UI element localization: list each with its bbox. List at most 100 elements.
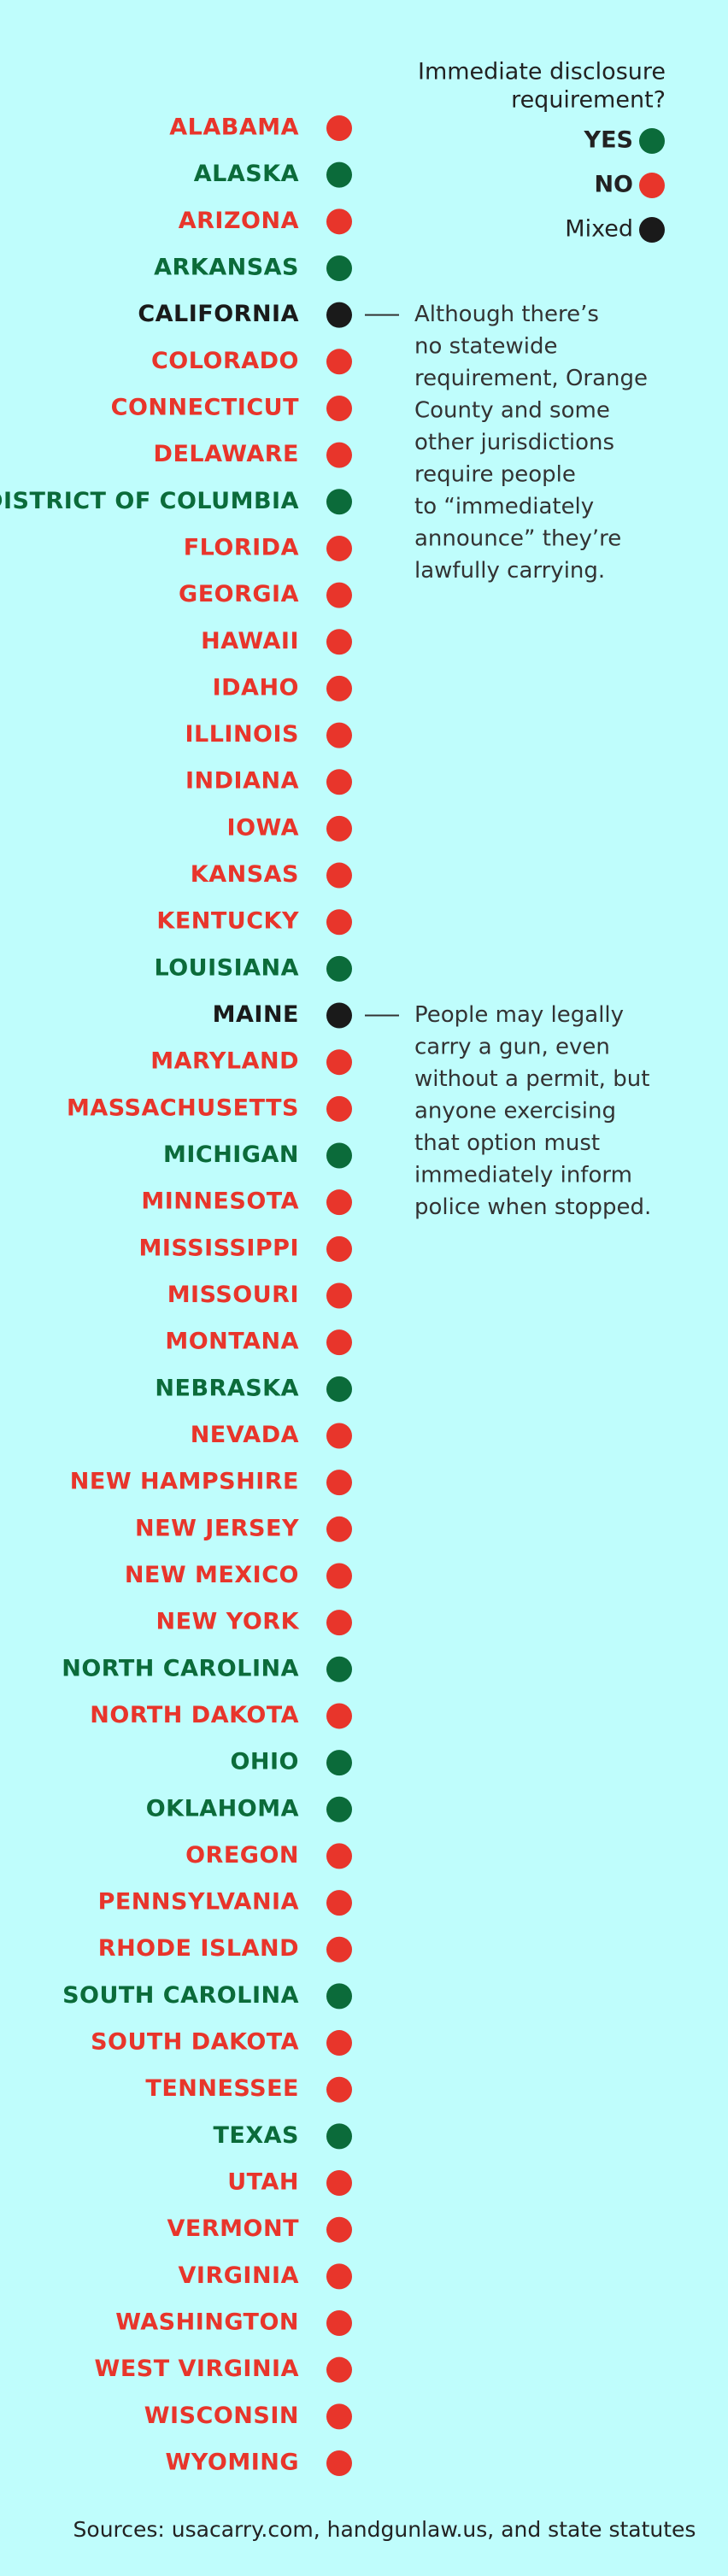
legend-dot xyxy=(639,217,665,243)
status-dot xyxy=(326,489,352,515)
status-dot xyxy=(326,2450,352,2476)
state-label: TEXAS xyxy=(213,2122,299,2149)
state-label: OHIO xyxy=(230,1749,299,1775)
status-dot xyxy=(326,161,352,188)
status-dot xyxy=(326,1470,352,1496)
state-label: ALABAMA xyxy=(169,114,299,141)
note-text: require people xyxy=(414,462,576,488)
state-label: PENNSYLVANIA xyxy=(98,1889,299,1916)
state-label: NEW YORK xyxy=(156,1609,300,1635)
status-dot xyxy=(326,1235,352,1262)
state-label: MICHIGAN xyxy=(163,1141,299,1168)
note-text: anyone exercising xyxy=(414,1099,616,1124)
state-label: NEW MEXICO xyxy=(125,1562,299,1588)
legend-dot xyxy=(639,128,665,154)
state-label: KANSAS xyxy=(191,861,299,888)
state-label: COLORADO xyxy=(151,348,299,374)
state-label: NORTH DAKOTA xyxy=(90,1702,299,1728)
state-label: DISTRICT OF COLUMBIA xyxy=(0,488,299,514)
status-dot xyxy=(326,535,352,561)
state-label: CONNECTICUT xyxy=(111,394,299,420)
state-label: MISSISSIPPI xyxy=(139,1235,300,1261)
note-text: announce” they’re xyxy=(414,526,621,552)
status-dot xyxy=(326,115,352,141)
state-label: NEW HAMPSHIRE xyxy=(70,1469,299,1495)
status-dot xyxy=(326,629,352,655)
status-dot xyxy=(326,1890,352,1916)
note-text: police when stopped. xyxy=(414,1194,651,1220)
note-text: People may legally xyxy=(414,1002,624,1028)
status-dot xyxy=(326,1095,352,1122)
status-dot xyxy=(326,955,352,982)
status-dot xyxy=(326,2170,352,2197)
status-dot xyxy=(326,1282,352,1309)
state-label: TENNESSEE xyxy=(145,2075,299,2102)
note-text: Although there’s xyxy=(414,302,599,327)
state-label: SOUTH CAROLINA xyxy=(62,1982,299,2009)
status-dot xyxy=(326,2123,352,2150)
status-dot xyxy=(326,1329,352,1356)
status-dot xyxy=(326,2076,352,2103)
state-label: VIRGINIA xyxy=(179,2262,299,2289)
state-label: HAWAII xyxy=(201,628,299,654)
status-dot xyxy=(326,862,352,889)
state-label: MINNESOTA xyxy=(141,1188,299,1215)
state-label: WISCONSIN xyxy=(144,2403,299,2429)
sources: Sources: usacarry.com, handgunlaw.us, an… xyxy=(73,2517,696,2542)
state-label: FLORIDA xyxy=(184,534,299,560)
status-dot xyxy=(326,1189,352,1216)
legend-dot xyxy=(639,173,665,198)
note-text: lawfully carrying. xyxy=(414,558,605,584)
status-dot xyxy=(326,2310,352,2337)
status-dot xyxy=(326,1703,352,1729)
legend-label: NO xyxy=(594,172,633,198)
state-label: MARYLAND xyxy=(150,1048,299,1075)
state-label: NEBRASKA xyxy=(155,1375,299,1401)
status-dot xyxy=(326,255,352,281)
note-text: requirement, Orange xyxy=(414,366,648,391)
status-dot xyxy=(326,1936,352,1963)
state-label: WEST VIRGINIA xyxy=(95,2356,299,2382)
state-label: OKLAHOMA xyxy=(146,1795,299,1822)
status-dot xyxy=(326,1142,352,1169)
state-label: ILLINOIS xyxy=(185,721,299,748)
note-text: carry a gun, even xyxy=(414,1035,610,1060)
status-dot xyxy=(326,1610,352,1636)
state-label: ARKANSAS xyxy=(154,254,299,280)
status-dot xyxy=(326,1516,352,1542)
state-label: RHODE ISLAND xyxy=(98,1935,299,1962)
status-dot xyxy=(326,909,352,936)
state-label: CALIFORNIA xyxy=(138,301,299,327)
status-dot xyxy=(326,442,352,468)
state-label: MISSOURI xyxy=(167,1282,299,1308)
status-dot xyxy=(326,815,352,842)
state-label: MASSACHUSETTS xyxy=(67,1094,299,1121)
note-text: other jurisdictions xyxy=(414,430,614,455)
status-dot xyxy=(326,1563,352,1589)
state-label: IOWA xyxy=(227,814,299,841)
status-dot xyxy=(326,349,352,375)
status-dot xyxy=(326,582,352,608)
status-dot xyxy=(326,2356,352,2383)
state-label: LOUISIANA xyxy=(154,954,299,981)
state-label: MAINE xyxy=(213,1001,299,1028)
status-dot xyxy=(326,1423,352,1449)
status-dot xyxy=(326,395,352,421)
status-dot xyxy=(326,302,352,328)
state-label: SOUTH DAKOTA xyxy=(91,2029,299,2056)
state-label: ARIZONA xyxy=(179,208,299,234)
state-label: ALASKA xyxy=(194,161,299,187)
status-dot xyxy=(326,675,352,701)
state-label: KENTUCKY xyxy=(156,908,299,935)
status-dot xyxy=(326,1656,352,1682)
state-label: NORTH CAROLINA xyxy=(62,1655,299,1681)
status-dot xyxy=(326,722,352,748)
state-label: VERMONT xyxy=(167,2215,300,2242)
state-label: WYOMING xyxy=(166,2450,300,2476)
status-dot xyxy=(326,769,352,795)
legend-label: Mixed xyxy=(565,216,633,243)
state-label: INDIANA xyxy=(185,768,299,795)
status-dot xyxy=(326,1750,352,1776)
note-text: immediately inform xyxy=(414,1163,632,1188)
